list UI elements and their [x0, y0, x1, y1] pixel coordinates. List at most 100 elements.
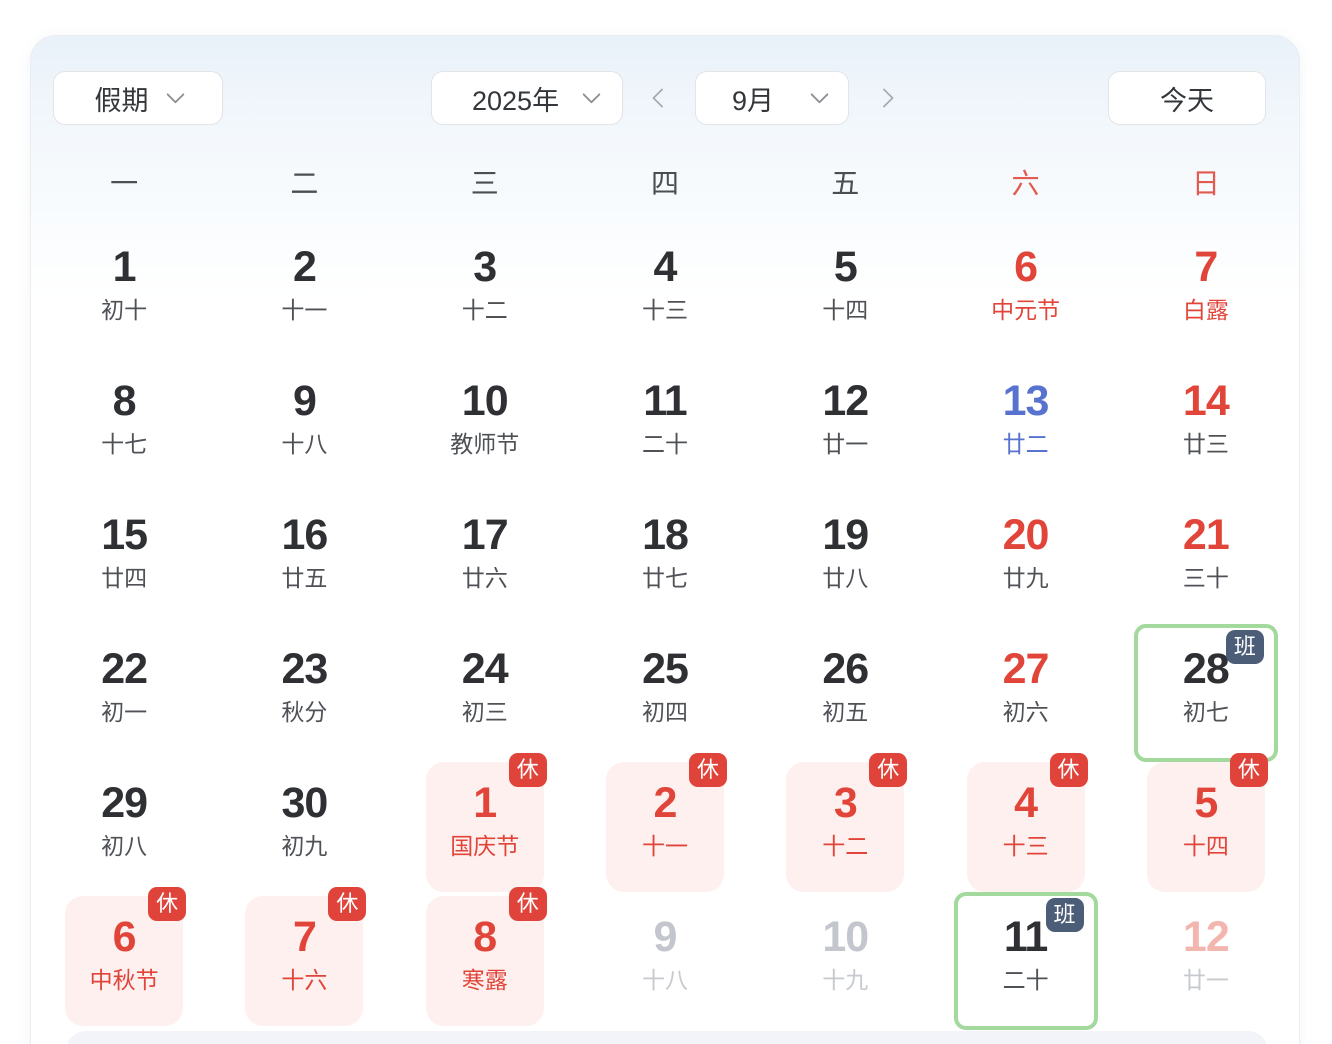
- day-number: 12: [1182, 913, 1230, 961]
- day-cell[interactable]: 休 8 寒露: [395, 887, 575, 1040]
- day-cell[interactable]: 休 7 十六: [214, 887, 394, 1040]
- day-lunar-label: 廿一: [822, 431, 869, 457]
- day-lunar-label: 中元节: [991, 297, 1061, 323]
- day-cell[interactable]: 6 中元节: [935, 236, 1115, 370]
- day-cell[interactable]: 29 初八: [34, 772, 214, 906]
- day-lunar-label: 二十: [1002, 967, 1049, 993]
- day-cell[interactable]: 15 廿四: [34, 504, 214, 638]
- day-lunar-label: 国庆节: [450, 833, 520, 859]
- day-cell[interactable]: 3 十二: [395, 236, 575, 370]
- today-label: 今天: [1160, 85, 1214, 116]
- day-cell[interactable]: 休 3 十二: [755, 753, 935, 906]
- day-lunar-label: 十三: [1002, 833, 1049, 859]
- weekday-sun: 日: [1191, 168, 1220, 199]
- day-lunar-label: 廿七: [641, 565, 688, 591]
- day-lunar-label: 十八: [281, 431, 328, 457]
- day-cell[interactable]: 7 白露: [1116, 236, 1296, 370]
- day-number: 18: [642, 511, 689, 559]
- day-lunar-label: 初七: [1182, 699, 1229, 725]
- day-number: 22: [101, 645, 148, 693]
- day-cell[interactable]: 17 廿六: [395, 504, 575, 638]
- day-lunar-label: 初一: [101, 699, 148, 725]
- day-cell[interactable]: 12 廿一: [755, 370, 935, 504]
- day-cell[interactable]: 休 1 国庆节: [395, 753, 575, 906]
- day-number: 10: [461, 377, 509, 425]
- day-lunar-label: 十六: [281, 967, 328, 993]
- weekday-mon: 一: [110, 168, 139, 199]
- day-number: 14: [1182, 377, 1230, 425]
- day-cell[interactable]: 18 廿七: [575, 504, 755, 638]
- day-lunar-label: 秋分: [281, 699, 328, 725]
- day-cell[interactable]: 2 十一: [214, 236, 394, 370]
- day-cell[interactable]: 27 初六: [935, 638, 1115, 772]
- weekday-wed: 三: [470, 168, 499, 199]
- day-cell[interactable]: 26 初五: [755, 638, 935, 772]
- chevron-left-icon: [652, 88, 672, 108]
- day-cell[interactable]: 23 秋分: [214, 638, 394, 772]
- day-cell[interactable]: 4 十三: [575, 236, 755, 370]
- holiday-filter-select[interactable]: 假期: [53, 71, 223, 125]
- month-select[interactable]: 9月: [695, 71, 849, 125]
- day-status-badge: 休: [869, 753, 908, 787]
- day-cell[interactable]: 20 廿九: [935, 504, 1115, 638]
- next-month-button[interactable]: [867, 71, 901, 125]
- day-status-badge: 休: [1229, 753, 1268, 787]
- day-status-badge: 班: [1225, 630, 1264, 664]
- day-cell[interactable]: 12 廿一: [1116, 906, 1296, 1040]
- day-cell[interactable]: 19 廿八: [755, 504, 935, 638]
- day-cell[interactable]: 16 廿五: [214, 504, 394, 638]
- day-cell[interactable]: 10 十九: [755, 906, 935, 1040]
- day-lunar-label: 十二: [822, 833, 869, 859]
- prev-month-button[interactable]: [645, 71, 679, 125]
- day-cell[interactable]: 11 二十: [575, 370, 755, 504]
- year-select[interactable]: 2025年: [431, 71, 623, 125]
- day-cell[interactable]: 21 三十: [1116, 504, 1296, 638]
- day-cell[interactable]: 班 28 初七: [1116, 630, 1296, 772]
- day-number: 15: [101, 511, 148, 559]
- day-status-badge: 休: [688, 753, 727, 787]
- day-cell[interactable]: 休 5 十四: [1116, 753, 1296, 906]
- day-cell[interactable]: 30 初九: [214, 772, 394, 906]
- day-number: 30: [281, 779, 329, 827]
- day-cell[interactable]: 22 初一: [34, 638, 214, 772]
- calendar-week-row: 1 初十 2 十一 3 十二 4 十三 5 十四 6 中元节 7 白露: [34, 236, 1296, 370]
- day-lunar-label: 十三: [641, 297, 688, 323]
- day-cell[interactable]: 9 十八: [214, 370, 394, 504]
- day-cell[interactable]: 休 2 十一: [575, 753, 755, 906]
- day-lunar-label: 寒露: [461, 967, 508, 993]
- day-cell[interactable]: 14 廿三: [1116, 370, 1296, 504]
- day-lunar-label: 廿四: [101, 565, 148, 591]
- day-number: 13: [1002, 377, 1050, 425]
- day-cell[interactable]: 休 6 中秋节: [34, 887, 214, 1040]
- day-number: 10: [822, 913, 869, 961]
- day-lunar-label: 初五: [822, 699, 869, 725]
- chevron-down-icon: [165, 85, 185, 104]
- day-number: 12: [822, 377, 869, 425]
- day-cell[interactable]: 休 4 十三: [935, 753, 1115, 906]
- day-cell[interactable]: 13 廿二: [935, 370, 1115, 504]
- day-status-badge: 休: [508, 753, 547, 787]
- day-number: 25: [642, 645, 689, 693]
- day-cell[interactable]: 8 十七: [34, 370, 214, 504]
- day-cell[interactable]: 10 教师节: [395, 370, 575, 504]
- day-cell[interactable]: 9 十八: [575, 906, 755, 1040]
- day-lunar-label: 廿三: [1182, 431, 1229, 457]
- day-number: 17: [461, 511, 509, 559]
- day-number: 9: [653, 913, 678, 961]
- day-status-badge: 休: [328, 887, 367, 921]
- day-lunar-label: 中秋节: [89, 967, 159, 993]
- day-number: 4: [653, 243, 678, 291]
- day-status-badge: 班: [1045, 898, 1084, 932]
- today-button[interactable]: 今天: [1108, 71, 1266, 125]
- day-cell[interactable]: 5 十四: [755, 236, 935, 370]
- day-cell[interactable]: 班 11 二十: [935, 898, 1115, 1040]
- day-lunar-label: 廿一: [1182, 967, 1229, 993]
- day-cell[interactable]: 1 初十: [34, 236, 214, 370]
- day-lunar-label: 初四: [641, 699, 688, 725]
- day-number: 2: [653, 779, 678, 827]
- day-cell[interactable]: 25 初四: [575, 638, 755, 772]
- day-lunar-label: 初八: [101, 833, 148, 859]
- day-cell[interactable]: 24 初三: [395, 638, 575, 772]
- day-status-badge: 休: [148, 887, 187, 921]
- day-number: 6: [112, 913, 137, 961]
